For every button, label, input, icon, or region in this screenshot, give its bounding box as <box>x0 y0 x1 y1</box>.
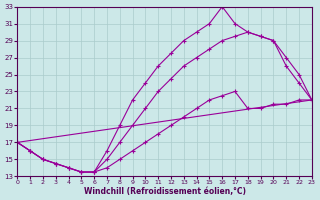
X-axis label: Windchill (Refroidissement éolien,°C): Windchill (Refroidissement éolien,°C) <box>84 187 245 196</box>
